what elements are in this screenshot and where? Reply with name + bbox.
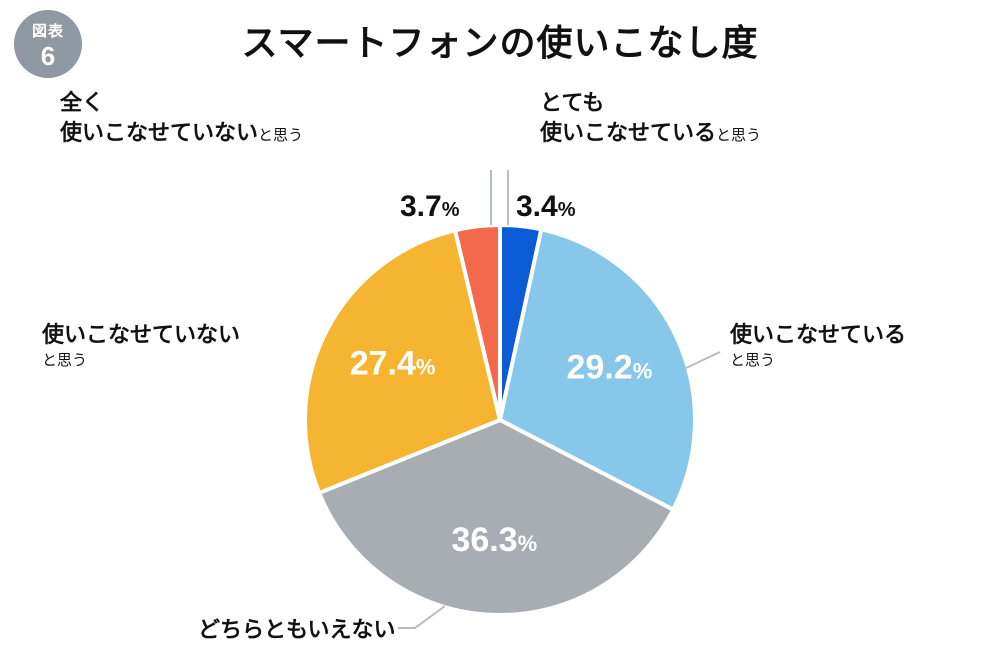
leader-neither [398,606,445,628]
slice-label-not_proficient: 使いこなせていないと思う [42,320,240,371]
slice-value-very_proficient: 3.4% [516,190,576,224]
slice-value-not_at_all: 3.7% [400,190,460,224]
slice-label-proficient: 使いこなせていると思う [730,320,906,371]
slice-label-not_at_all: 全く使いこなせていないと思う [60,88,303,147]
leader-proficient [686,352,720,368]
slice-label-very_proficient: とても使いこなせていると思う [540,88,761,147]
slice-label-neither: どちらともいえない [198,615,396,645]
